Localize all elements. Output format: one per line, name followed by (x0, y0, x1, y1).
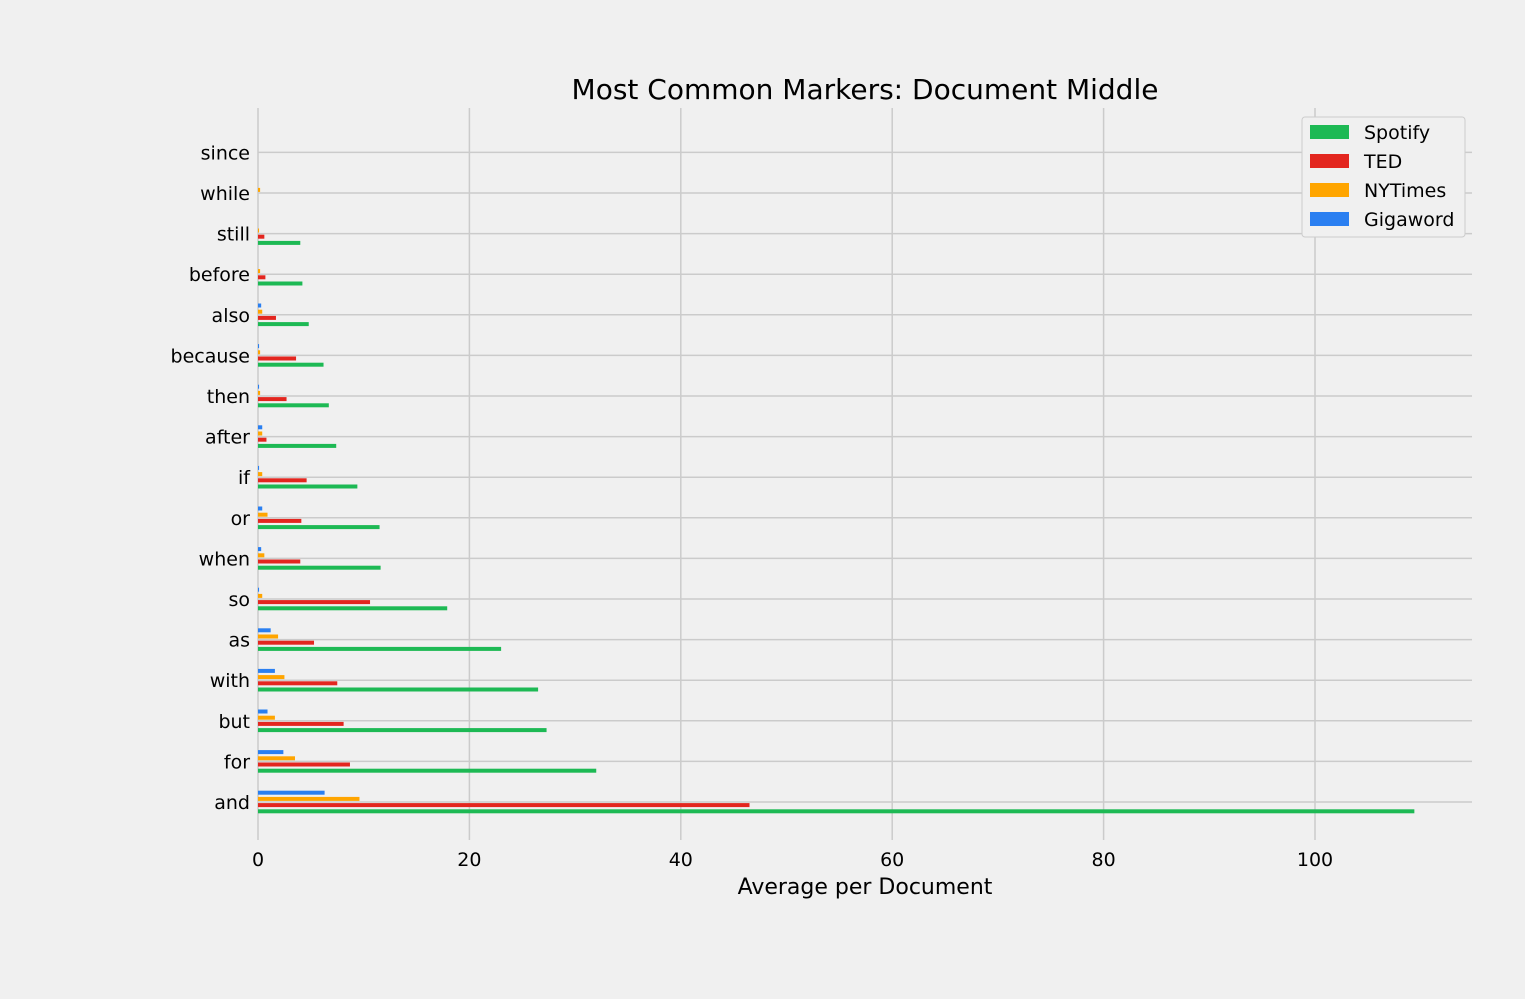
y-tick-label: also (212, 305, 250, 327)
y-tick-label: while (200, 183, 250, 205)
y-tick-label: but (218, 711, 250, 733)
x-tick-label: 20 (457, 849, 481, 871)
bar-nytimes-with (258, 675, 285, 680)
bar-ted-also (258, 315, 276, 320)
legend-label-nytimes: NYTimes (1364, 180, 1446, 202)
bar-gigaword-because (258, 344, 260, 349)
bar-ted-when (258, 559, 301, 564)
bar-gigaword-with (258, 668, 275, 673)
bar-gigaword-for (258, 750, 284, 755)
legend-swatch-gigaword (1310, 212, 1349, 226)
bar-gigaword-if (258, 465, 260, 470)
bar-spotify-when (258, 565, 381, 570)
bar-ted-but (258, 721, 344, 726)
bar-nytimes-if (258, 472, 263, 477)
bar-gigaword-or (258, 506, 263, 511)
bar-nytimes-still (258, 228, 260, 233)
bar-nytimes-while (258, 187, 261, 192)
bar-ted-or (258, 518, 302, 523)
bar-nytimes-after (258, 431, 263, 436)
x-tick-label: 40 (669, 849, 693, 871)
bar-spotify-if (258, 484, 358, 489)
y-tick-label: if (238, 467, 251, 489)
bar-ted-still (258, 234, 265, 239)
bar-nytimes-then (258, 390, 261, 395)
bars (258, 187, 1415, 814)
bar-ted-because (258, 356, 297, 361)
y-axis-ticks: and for but with as so when or if after then becaus… (171, 142, 252, 814)
bar-nytimes-as (258, 634, 279, 639)
bar-spotify-for (258, 768, 597, 773)
y-tick-label: then (207, 386, 250, 408)
bar-nytimes-and (258, 796, 360, 801)
bar-spotify-but (258, 728, 547, 733)
bar-spotify-then (258, 403, 329, 408)
legend-swatch-ted (1310, 154, 1349, 168)
y-tick-label: and (214, 792, 250, 814)
bar-spotify-or (258, 525, 380, 530)
bar-spotify-because (258, 362, 324, 367)
bar-gigaword-then (258, 384, 260, 389)
x-tick-label: 80 (1092, 849, 1116, 871)
bar-ted-and (258, 803, 750, 808)
bar-gigaword-also (258, 303, 262, 308)
legend-swatch-spotify (1310, 125, 1349, 139)
bar-gigaword-as (258, 628, 271, 633)
bar-gigaword-when (258, 547, 262, 552)
bar-spotify-with (258, 687, 539, 692)
x-tick-label: 60 (880, 849, 904, 871)
y-tick-label: for (224, 751, 250, 773)
y-tick-label: because (171, 345, 250, 367)
bar-gigaword-but (258, 709, 268, 714)
bar-spotify-also (258, 322, 309, 327)
legend-swatch-nytimes (1310, 183, 1349, 197)
bar-spotify-after (258, 443, 337, 448)
chart-title: Most Common Markers: Document Middle (572, 73, 1159, 106)
bar-nytimes-also (258, 309, 263, 314)
y-tick-label: so (228, 589, 250, 611)
bar-ted-after (258, 437, 267, 442)
legend-box (1301, 116, 1466, 238)
x-tick-label: 100 (1297, 849, 1333, 871)
bar-spotify-and (258, 809, 1415, 814)
bar-nytimes-but (258, 715, 275, 720)
x-axis-label: Average per Document (738, 875, 993, 900)
bar-ted-with (258, 681, 338, 686)
bar-gigaword-after (258, 425, 263, 430)
y-tick-label: or (231, 508, 251, 530)
bar-spotify-still (258, 240, 301, 245)
y-tick-label: still (217, 224, 250, 246)
bar-ted-before (258, 275, 266, 280)
bar-ted-if (258, 478, 307, 483)
y-tick-label: with (210, 670, 250, 692)
bar-gigaword-and (258, 790, 325, 795)
bar-nytimes-before (258, 269, 261, 274)
bar-nytimes-when (258, 553, 265, 558)
legend: Spotify TED NYTimes Gigaword (1301, 116, 1466, 238)
bar-spotify-before (258, 281, 303, 286)
y-tick-label: before (189, 264, 250, 286)
bar-ted-then (258, 397, 287, 402)
y-tick-label: when (199, 548, 250, 570)
legend-label-spotify: Spotify (1364, 122, 1430, 144)
x-axis-ticks: 0 20 40 60 80 100 (252, 849, 1333, 871)
y-tick-label: after (205, 427, 250, 449)
bar-ted-for (258, 762, 350, 767)
bar-spotify-so (258, 606, 448, 611)
bar-spotify-as (258, 646, 502, 651)
y-tick-label: since (201, 142, 250, 164)
legend-label-ted: TED (1363, 151, 1402, 173)
y-tick-label: as (228, 630, 250, 652)
bar-nytimes-for (258, 756, 295, 761)
bar-ted-as (258, 640, 315, 645)
bar-ted-so (258, 600, 371, 605)
x-tick-label: 0 (252, 849, 264, 871)
legend-label-gigaword: Gigaword (1364, 209, 1454, 231)
bar-nytimes-so (258, 593, 263, 598)
bar-gigaword-so (258, 587, 260, 592)
bar-nytimes-or (258, 512, 268, 517)
bar-nytimes-because (258, 350, 261, 355)
